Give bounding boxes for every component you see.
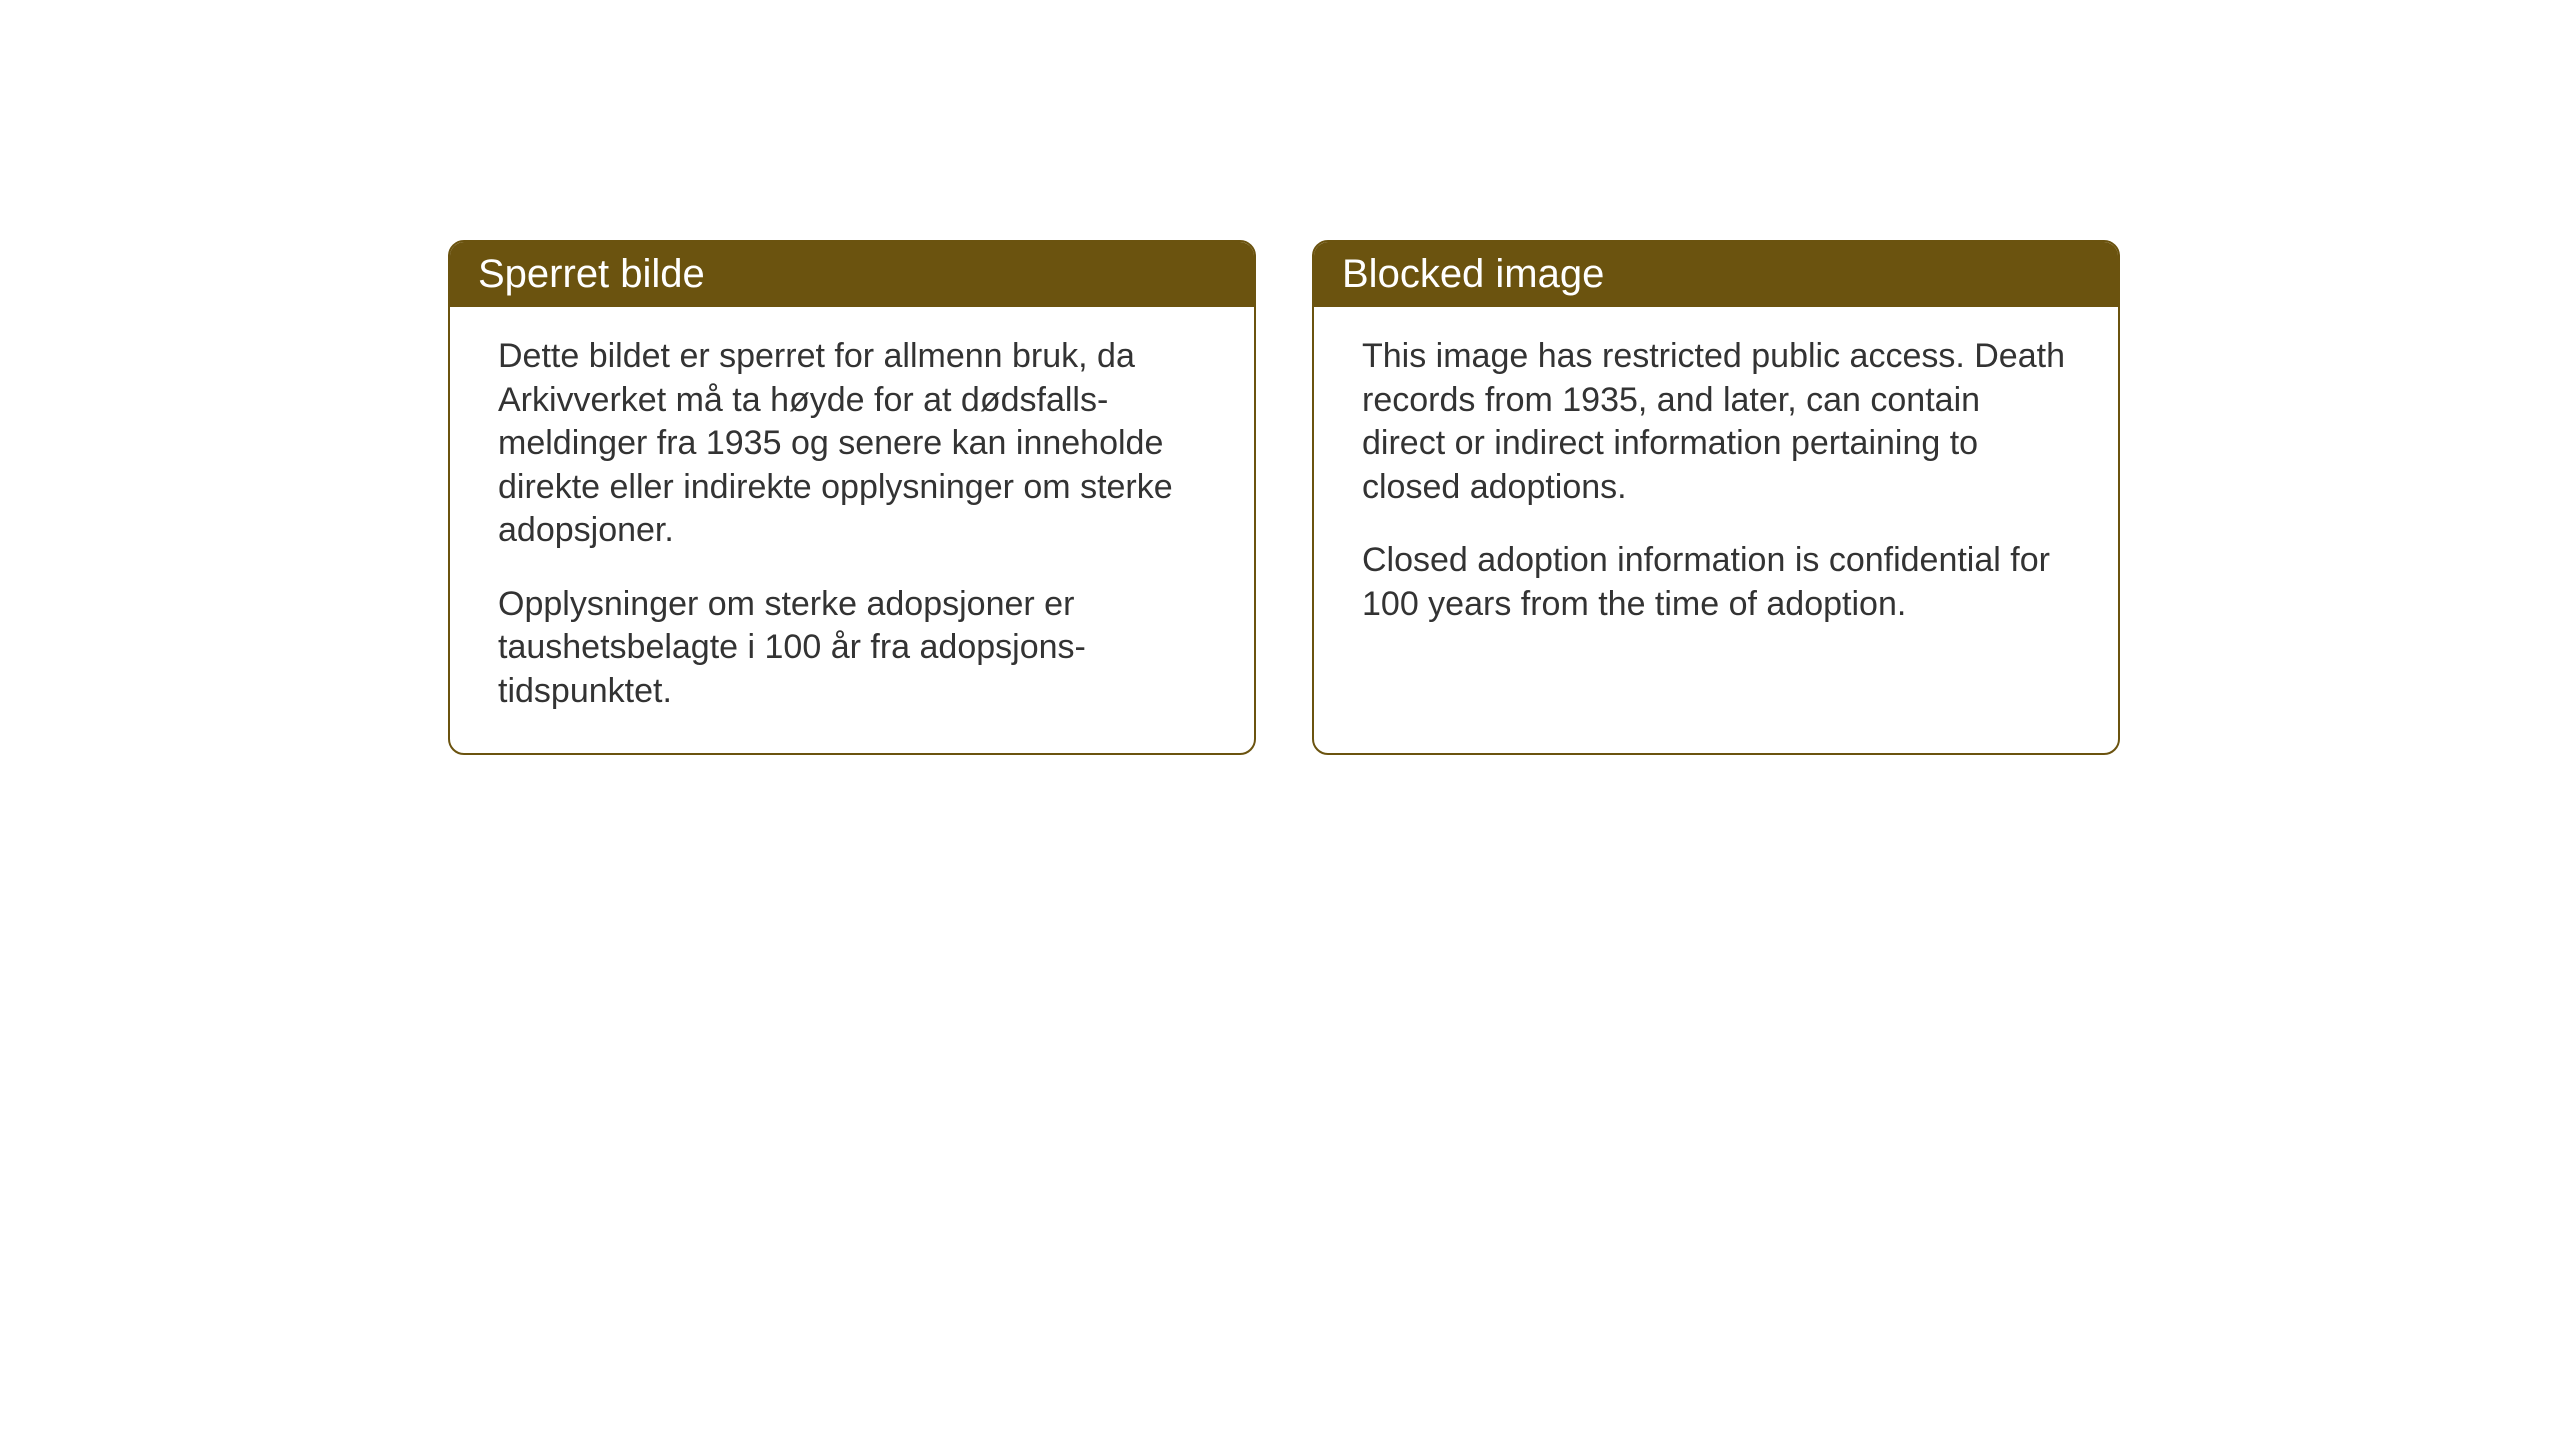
blocked-image-card-english: Blocked image This image has restricted … bbox=[1312, 240, 2120, 755]
card-body-norwegian: Dette bildet er sperret for allmenn bruk… bbox=[450, 307, 1254, 753]
card-header-english: Blocked image bbox=[1314, 242, 2118, 307]
paragraph-2-norwegian: Opplysninger om sterke adopsjoner er tau… bbox=[498, 583, 1206, 714]
card-title-norwegian: Sperret bilde bbox=[478, 252, 705, 296]
card-title-english: Blocked image bbox=[1342, 252, 1604, 296]
paragraph-1-norwegian: Dette bildet er sperret for allmenn bruk… bbox=[498, 335, 1206, 553]
paragraph-1-english: This image has restricted public access.… bbox=[1362, 335, 2070, 509]
card-header-norwegian: Sperret bilde bbox=[450, 242, 1254, 307]
blocked-image-card-norwegian: Sperret bilde Dette bildet er sperret fo… bbox=[448, 240, 1256, 755]
notice-cards-container: Sperret bilde Dette bildet er sperret fo… bbox=[448, 240, 2120, 755]
paragraph-2-english: Closed adoption information is confident… bbox=[1362, 539, 2070, 626]
card-body-english: This image has restricted public access.… bbox=[1314, 307, 2118, 666]
